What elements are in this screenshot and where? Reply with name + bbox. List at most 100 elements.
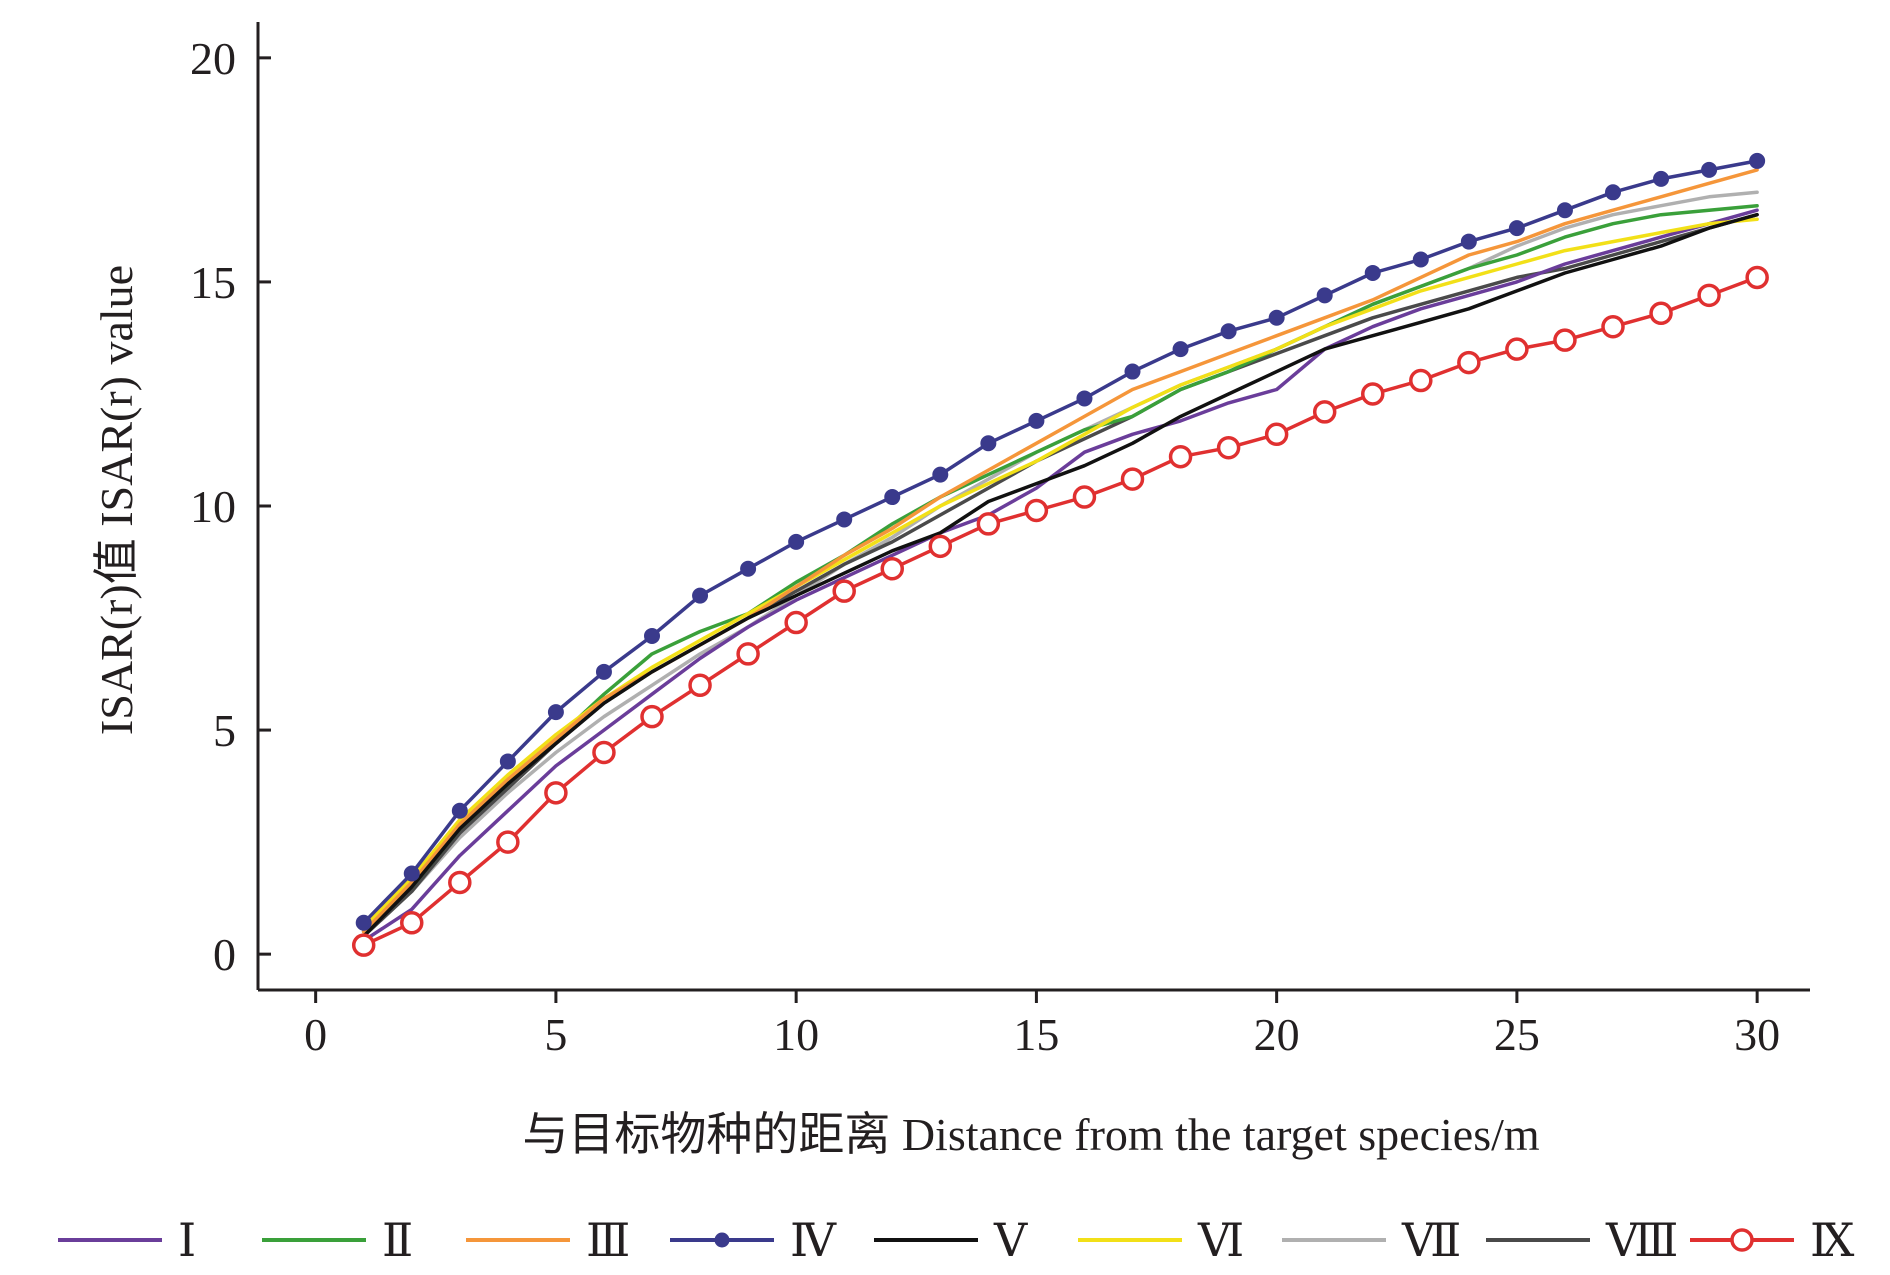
data-point	[547, 704, 564, 721]
data-point	[928, 534, 953, 559]
series-8	[361, 212, 1759, 938]
y-tick-label: 5	[213, 705, 236, 756]
data-point	[351, 933, 376, 957]
data-point	[1220, 323, 1237, 340]
data-point	[400, 911, 424, 935]
data-point	[644, 627, 661, 644]
legend-item: Ⅷ	[1486, 1215, 1678, 1266]
data-point	[1024, 498, 1049, 523]
data-point	[499, 753, 516, 770]
series-line	[361, 168, 1759, 934]
series-line	[361, 203, 1759, 934]
data-point	[836, 511, 853, 528]
data-point	[784, 610, 808, 635]
data-point	[451, 802, 468, 819]
data-point	[448, 870, 472, 895]
legend-item: Ⅱ	[262, 1215, 413, 1266]
data-point	[1701, 161, 1718, 178]
data-point	[1120, 467, 1145, 491]
legend-item: Ⅳ	[670, 1215, 837, 1266]
data-point	[544, 781, 568, 805]
data-point	[832, 579, 856, 603]
y-tick-label: 10	[190, 481, 236, 532]
series-line	[361, 275, 1759, 947]
series-line	[361, 190, 1759, 934]
legend-label: Ⅳ	[790, 1215, 837, 1266]
data-point	[403, 865, 420, 882]
data-point	[1508, 220, 1525, 237]
data-point	[1649, 301, 1673, 326]
series-9	[351, 265, 1769, 957]
data-point	[1601, 314, 1625, 339]
x-tick-label: 0	[304, 1009, 327, 1060]
data-point	[884, 489, 901, 506]
data-point	[1028, 412, 1045, 429]
x-axis-title: 与目标物种的距离 Distance from the target specie…	[522, 1109, 1540, 1160]
series-line	[361, 217, 1759, 930]
series-4	[355, 152, 1766, 931]
legend-item: Ⅰ	[58, 1215, 196, 1266]
data-point	[1124, 363, 1141, 380]
data-point	[1745, 265, 1769, 290]
data-point	[1264, 422, 1289, 447]
x-tick-label: 30	[1734, 1009, 1780, 1060]
series-6	[361, 217, 1759, 930]
series-5	[361, 212, 1759, 938]
data-point	[740, 560, 757, 577]
series-line	[361, 208, 1759, 943]
legend-label: Ⅱ	[382, 1215, 413, 1266]
data-point	[1749, 152, 1766, 169]
data-point	[880, 556, 905, 581]
series-3	[361, 168, 1759, 934]
legend-label: Ⅴ	[993, 1215, 1028, 1266]
data-point	[496, 830, 520, 854]
data-point	[932, 466, 949, 483]
series-line	[361, 212, 1759, 938]
data-point	[1172, 341, 1189, 358]
data-point	[1457, 350, 1481, 375]
data-point	[788, 533, 805, 550]
legend-item: Ⅶ	[1282, 1215, 1461, 1266]
y-ticks: 0 5 10 15 20	[190, 33, 271, 980]
data-point	[1360, 382, 1385, 406]
y-tick-label: 20	[190, 33, 236, 84]
data-point	[1072, 485, 1097, 509]
data-point	[1604, 184, 1621, 201]
series-2	[361, 203, 1759, 934]
series-line	[361, 212, 1759, 938]
data-point	[1268, 309, 1285, 326]
data-point	[736, 642, 760, 666]
legend-item: Ⅸ	[1690, 1215, 1855, 1266]
legend-item: Ⅲ	[466, 1215, 630, 1266]
data-point	[355, 914, 372, 931]
x-tick-label: 25	[1494, 1009, 1540, 1060]
data-point	[688, 673, 712, 698]
data-point	[1553, 328, 1577, 352]
series-1	[361, 208, 1759, 943]
series-layer	[351, 152, 1769, 957]
y-tick-label: 0	[213, 929, 236, 980]
data-point	[1216, 435, 1241, 460]
series-line	[361, 159, 1759, 925]
data-point	[1505, 337, 1529, 361]
data-point	[692, 587, 709, 604]
legend-item: Ⅴ	[874, 1215, 1028, 1266]
legend-marker	[714, 1232, 730, 1248]
data-point	[595, 663, 612, 680]
x-tick-label: 20	[1254, 1009, 1300, 1060]
data-point	[1409, 368, 1433, 393]
data-point	[1364, 264, 1381, 281]
legend: Ⅰ Ⅱ Ⅲ Ⅳ Ⅴ Ⅵ Ⅶ Ⅷ Ⅸ	[58, 1215, 1855, 1266]
x-ticks: 0 5 10 15 20 25 30	[304, 990, 1780, 1060]
data-point	[1312, 400, 1337, 424]
data-point	[1556, 202, 1573, 219]
data-point	[592, 740, 616, 765]
legend-marker	[1730, 1228, 1754, 1252]
y-axis-title: ISAR(r)值 ISAR(r) value	[91, 265, 142, 735]
x-tick-label: 10	[773, 1009, 819, 1060]
legend-label: Ⅵ	[1197, 1215, 1244, 1266]
data-point	[1697, 283, 1721, 308]
data-point	[1316, 287, 1333, 304]
data-point	[976, 512, 1001, 536]
